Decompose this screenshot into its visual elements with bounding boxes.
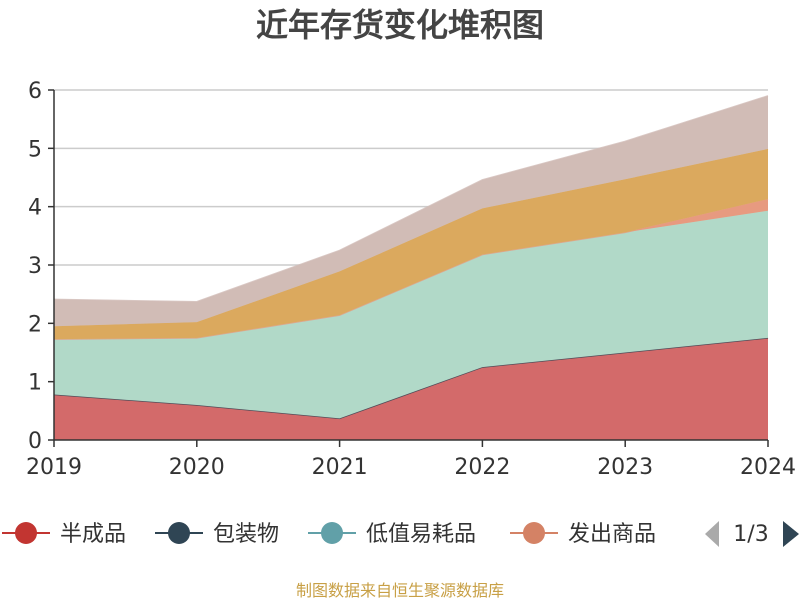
- legend-item[interactable]: 包装物: [155, 522, 279, 547]
- y-tick-label: 1: [28, 371, 42, 396]
- area-series-4: [54, 148, 768, 340]
- legend-next-page-icon[interactable]: [783, 521, 799, 547]
- chart-title: 近年存货变化堆积图: [256, 6, 544, 44]
- x-tick-label: 2023: [597, 455, 653, 480]
- x-tick-label: 2022: [454, 455, 510, 480]
- area-series-5: [54, 95, 768, 327]
- legend-prev-page-icon[interactable]: [705, 521, 719, 547]
- legend-item[interactable]: 发出商品: [510, 522, 656, 547]
- legend-label: 低值易耗品: [366, 522, 476, 547]
- legend-label: 半成品: [60, 522, 126, 547]
- legend-item[interactable]: 半成品: [2, 522, 126, 547]
- area-series-0: [54, 337, 768, 440]
- plot-area: [53, 95, 769, 440]
- legend-marker: [523, 522, 545, 544]
- legend-page-indicator: 1/3: [733, 522, 768, 547]
- legend-marker: [168, 522, 190, 544]
- area-series-2: [54, 210, 768, 419]
- legend-label: 发出商品: [568, 522, 656, 547]
- area-series-line-5: [53, 95, 769, 303]
- axes: 0 1 2 3 4 5 6 2019 2020 2021 2022 2023 2024: [26, 79, 796, 480]
- data-source-note: 制图数据来自恒生聚源数据库: [296, 581, 504, 600]
- y-tick-label: 6: [28, 79, 42, 104]
- y-tick-label: 3: [28, 254, 42, 279]
- legend-marker: [15, 522, 37, 544]
- x-tick-label: 2021: [312, 455, 368, 480]
- y-tick-label: 2: [28, 312, 42, 337]
- x-tick-label: 2024: [740, 455, 796, 480]
- y-tick-label: 4: [28, 196, 42, 221]
- x-tick-label: 2020: [169, 455, 225, 480]
- legend-marker: [321, 522, 343, 544]
- legend: 半成品 包装物 低值易耗品 发出商品 1/3: [2, 521, 799, 547]
- y-tick-label: 0: [28, 429, 42, 454]
- legend-label: 包装物: [213, 522, 279, 547]
- area-series-line-4: [53, 148, 769, 327]
- legend-item[interactable]: 低值易耗品: [308, 522, 476, 547]
- x-tick-label: 2019: [26, 455, 82, 480]
- y-tick-label: 5: [28, 137, 42, 162]
